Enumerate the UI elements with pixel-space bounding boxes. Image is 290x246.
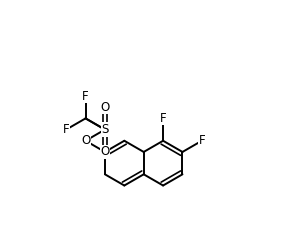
Text: F: F <box>160 112 166 125</box>
Text: O: O <box>100 101 110 114</box>
Text: F: F <box>82 90 89 103</box>
Text: F: F <box>102 123 108 136</box>
Text: O: O <box>81 134 90 147</box>
Text: O: O <box>100 145 110 158</box>
Text: S: S <box>101 123 109 136</box>
Text: F: F <box>199 134 205 147</box>
Text: F: F <box>63 123 70 136</box>
